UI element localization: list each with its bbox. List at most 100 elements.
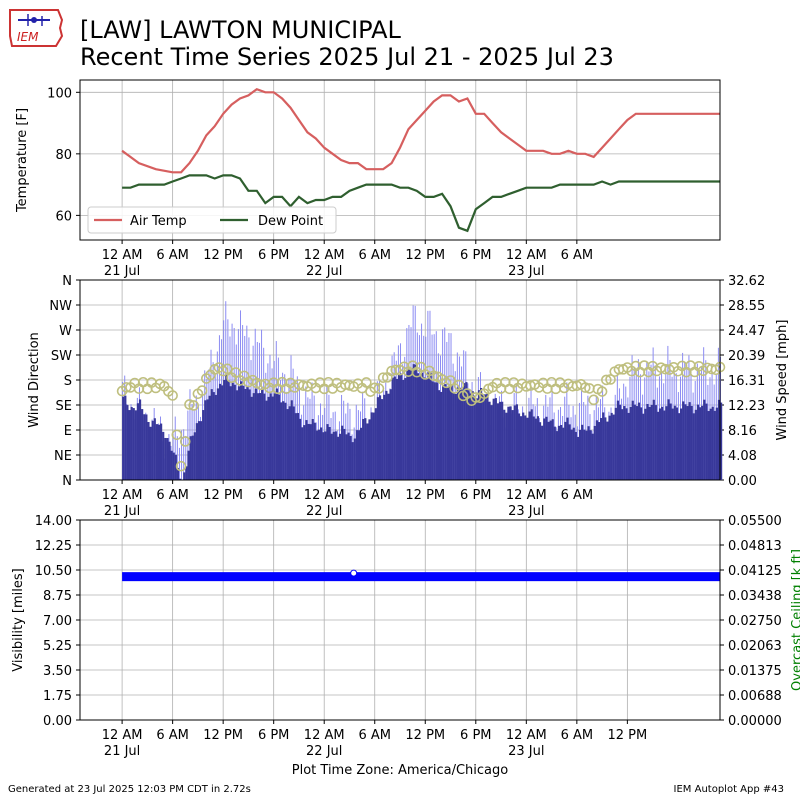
temp-xtick-label: 6 AM <box>156 248 189 263</box>
wind-speed-bar <box>680 408 683 480</box>
wind-speed-bar <box>515 404 518 480</box>
wind-speed-bar <box>324 431 327 480</box>
wind-speed-bar <box>568 424 571 480</box>
wind-speed-bar <box>296 413 300 480</box>
ceiling-tick-label: 0.03438 <box>728 589 782 604</box>
wind-xtick-label: 6 AM <box>358 488 391 503</box>
wind-speed-tick-label: 28.55 <box>728 299 765 314</box>
wind-speed-bar <box>364 418 367 480</box>
wind-speed-bar <box>654 405 657 480</box>
wind-speed-bar <box>583 429 586 480</box>
wind-speed-bar <box>713 410 716 480</box>
temp-xtick-label: 6 PM <box>258 248 289 263</box>
wind-speed-bar <box>677 413 681 480</box>
vis-tick-label: 14.00 <box>35 514 72 529</box>
wind-speed-bar <box>530 409 533 480</box>
wind-speed-bar <box>254 388 257 480</box>
wind-speed-bar <box>456 387 460 480</box>
ceiling-tick-label: 0.00000 <box>728 714 782 729</box>
wind-speed-bar <box>618 404 622 480</box>
wind-speed-bar <box>366 423 369 480</box>
wind-speed-bar <box>225 374 228 480</box>
wind-speed-bar <box>271 396 274 480</box>
wind-speed-bar <box>486 393 489 480</box>
wind-speed-bar <box>263 393 266 480</box>
wind-dir-tick-label: N <box>62 474 72 489</box>
wind-speed-bar <box>581 424 584 480</box>
wind-speed-bar <box>498 401 502 480</box>
wind-speed-bar <box>269 393 272 480</box>
wind-speed-tick-label: 0.00 <box>728 474 757 489</box>
wind-speed-bar <box>661 406 664 480</box>
wind-speed-bar <box>385 390 388 480</box>
wind-speed-bar <box>528 411 531 480</box>
wind-speed-bar <box>416 373 420 480</box>
wind-speed-bar <box>652 399 655 480</box>
wind-speed-bar <box>526 417 529 480</box>
vis-tick-label: 10.50 <box>35 564 72 579</box>
timezone-label: Plot Time Zone: America/Chicago <box>291 763 509 778</box>
wind-speed-bar <box>408 369 411 480</box>
wind-speed-bar <box>446 388 449 480</box>
wind-speed-bar <box>454 394 457 480</box>
wind-speed-bar <box>193 432 196 480</box>
wind-speed-bar <box>720 402 723 480</box>
wind-speed-bar <box>162 431 165 480</box>
vis-xtick-date: 23 Jul <box>508 744 544 759</box>
generated-note: Generated at 23 Jul 2025 12:03 PM CDT in… <box>8 784 251 795</box>
wind-speed-bar <box>642 413 645 480</box>
wind-speed-bar <box>334 431 337 480</box>
wind-speed-bar <box>258 393 262 480</box>
ceiling-tick-label: 0.02063 <box>728 639 782 654</box>
wind-speed-bar <box>593 425 596 480</box>
wind-speed-bar <box>195 423 198 480</box>
wind-speed-bar <box>467 390 470 480</box>
ceiling-tick-label: 0.05500 <box>728 514 782 529</box>
ceiling-tick-label: 0.02750 <box>728 614 782 629</box>
temp-legend-box <box>87 206 337 234</box>
wind-speed-bar <box>174 454 177 480</box>
wind-speed-bar <box>317 429 321 480</box>
wind-speed-bar <box>482 394 485 480</box>
wind-speed-bar <box>210 389 213 480</box>
wind-speed-bar <box>709 408 712 480</box>
wind-speed-bar <box>437 390 441 480</box>
wind-speed-bar <box>463 383 466 480</box>
wind-speed-bar <box>663 410 666 480</box>
wind-speed-bar <box>429 373 432 480</box>
wind-speed-bar <box>273 393 276 480</box>
wind-dir-tick-label: NW <box>49 299 72 314</box>
wind-speed-tick-label: 4.08 <box>728 449 757 464</box>
wind-speed-bar <box>176 467 180 480</box>
wind-speed-bar <box>717 399 721 480</box>
wind-speed-bar <box>701 405 704 480</box>
wind-direction-point <box>179 436 191 447</box>
wind-gust-bar <box>189 389 191 480</box>
wind-speed-bar <box>547 421 550 480</box>
wind-speed-bar <box>191 435 194 480</box>
wind-xtick-date: 23 Jul <box>508 504 544 519</box>
vis-tick-label: 1.75 <box>43 689 72 704</box>
vis-tick-label: 5.25 <box>43 639 72 654</box>
wind-speed-bar <box>610 412 613 480</box>
wind-speed-bar <box>688 402 691 480</box>
wind-xtick-label: 6 AM <box>156 488 189 503</box>
wind-direction-point <box>445 375 456 386</box>
wind-speed-bar <box>656 411 660 480</box>
wind-direction-point <box>579 382 591 393</box>
wind-speed-bar <box>357 430 361 480</box>
wind-speed-bar <box>149 426 152 480</box>
wind-speed-bar <box>187 450 190 480</box>
wind-speed-bar <box>707 411 710 480</box>
wind-speed-bar <box>128 410 131 480</box>
wind-speed-bar <box>448 384 451 480</box>
wind-speed-bar <box>349 435 352 480</box>
wind-speed-bar <box>381 399 384 480</box>
wind-xtick-label: 12 AM <box>304 488 345 503</box>
visibility-gap-point <box>350 569 358 577</box>
vis-tick-label: 12.25 <box>35 539 72 554</box>
wind-speed-bar <box>242 385 245 480</box>
wind-speed-bar <box>178 478 182 480</box>
wind-speed-bar <box>397 374 401 480</box>
wind-direction-point <box>175 460 187 472</box>
